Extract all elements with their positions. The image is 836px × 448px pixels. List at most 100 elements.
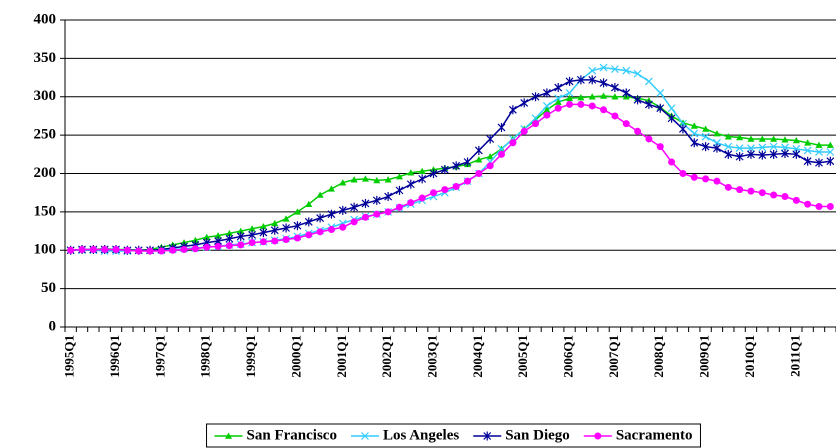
marker	[395, 185, 404, 195]
marker	[146, 247, 154, 255]
marker	[429, 189, 437, 197]
legend-label: Sacramento	[616, 427, 693, 443]
marker	[452, 183, 460, 191]
marker	[656, 103, 665, 113]
marker	[418, 174, 427, 184]
marker	[667, 113, 676, 123]
legend: San Francisco Los Angeles San Diego Sacrame…	[206, 423, 701, 448]
marker	[554, 94, 563, 103]
marker	[736, 186, 744, 194]
x-tick-label: 2005Q1	[515, 335, 530, 378]
marker	[463, 157, 472, 167]
marker	[758, 135, 766, 142]
marker	[542, 102, 551, 110]
marker	[611, 93, 619, 100]
marker	[464, 177, 472, 185]
marker	[406, 179, 415, 189]
marker	[407, 169, 415, 176]
marker	[225, 242, 233, 250]
marker	[644, 99, 653, 109]
marker	[758, 143, 767, 152]
marker	[531, 114, 540, 123]
marker	[600, 106, 608, 114]
marker	[259, 238, 267, 246]
marker	[702, 125, 710, 132]
marker	[724, 133, 732, 140]
x-tick-label: 2006Q1	[561, 335, 576, 378]
marker	[724, 183, 732, 191]
x-tick-label: 1998Q1	[198, 335, 213, 378]
marker	[531, 92, 540, 102]
marker	[327, 226, 335, 234]
marker	[384, 208, 392, 216]
marker	[679, 124, 687, 134]
marker	[622, 88, 631, 98]
marker	[747, 149, 755, 159]
marker	[225, 234, 234, 244]
marker	[724, 149, 733, 159]
marker	[305, 231, 313, 239]
y-tick-label: 100	[34, 242, 57, 258]
marker	[815, 203, 823, 211]
marker	[758, 150, 767, 160]
marker	[781, 193, 789, 201]
marker	[520, 127, 528, 135]
marker	[191, 245, 199, 253]
marker	[429, 169, 438, 178]
x-tick-label: 2007Q1	[606, 335, 621, 378]
marker	[611, 112, 619, 120]
marker	[214, 232, 222, 239]
marker	[735, 152, 744, 162]
marker	[599, 63, 608, 72]
marker	[815, 141, 823, 148]
marker	[679, 170, 687, 177]
x-tick-label: 2003Q1	[424, 335, 439, 378]
legend-label: San Diego	[505, 427, 570, 443]
marker	[304, 217, 313, 227]
marker	[702, 175, 710, 183]
marker	[123, 246, 131, 254]
marker	[486, 153, 494, 160]
marker	[542, 88, 551, 98]
marker	[350, 176, 358, 183]
marker	[259, 228, 268, 238]
marker	[826, 156, 835, 166]
y-tick-label: 250	[34, 127, 57, 143]
marker	[588, 102, 596, 110]
x-tick-label: 2002Q1	[379, 335, 394, 378]
y-tick-label: 350	[34, 50, 57, 66]
marker	[441, 186, 449, 194]
marker	[225, 229, 233, 237]
marker	[815, 158, 823, 168]
marker	[747, 187, 755, 195]
marker	[656, 88, 665, 97]
marker	[180, 245, 188, 253]
marker	[781, 143, 789, 152]
marker	[577, 94, 585, 101]
y-tick-label: 150	[34, 203, 57, 219]
marker	[78, 245, 86, 253]
marker	[271, 237, 279, 245]
x-tick-label: 2010Q1	[742, 335, 757, 378]
marker	[634, 127, 642, 135]
marker	[588, 66, 597, 75]
marker	[747, 144, 755, 153]
marker	[327, 185, 335, 192]
marker	[792, 149, 801, 159]
marker	[644, 77, 653, 86]
marker	[566, 100, 574, 108]
marker	[826, 141, 834, 148]
y-tick-label: 300	[34, 88, 57, 104]
marker	[735, 144, 744, 153]
marker	[588, 93, 596, 100]
marker	[769, 149, 778, 159]
marker	[645, 135, 653, 143]
marker	[395, 203, 403, 211]
y-tick-label: 0	[49, 318, 57, 334]
marker	[248, 225, 256, 232]
marker	[339, 179, 347, 186]
x-tick-label: 2008Q1	[651, 335, 666, 378]
marker	[668, 158, 676, 166]
marker	[237, 241, 245, 249]
